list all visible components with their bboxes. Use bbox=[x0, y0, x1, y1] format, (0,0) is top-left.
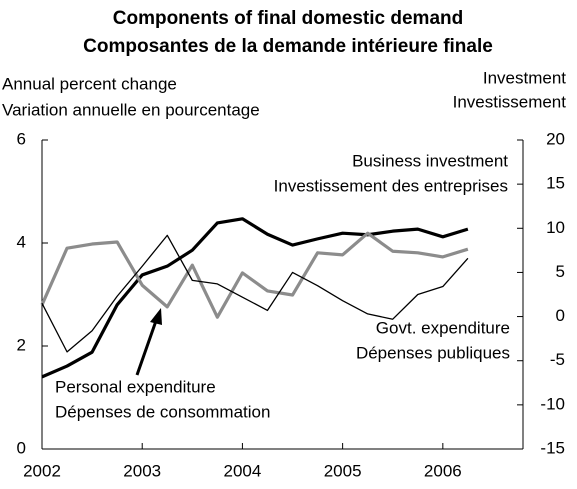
y2-tick-label: 5 bbox=[556, 262, 565, 281]
series-line bbox=[41, 217, 469, 379]
y-axis-label: Variation annuelle en pourcentage bbox=[2, 100, 260, 119]
y-tick-label: 4 bbox=[17, 232, 26, 251]
x-tick-label: 2005 bbox=[324, 461, 362, 480]
y2-tick-label: -10 bbox=[540, 394, 565, 413]
y2-axis-label: Investment bbox=[483, 68, 566, 87]
y2-tick-label: 0 bbox=[556, 306, 565, 325]
y-axis-label: Annual percent change bbox=[2, 74, 177, 93]
series-label: Govt. expenditure bbox=[376, 318, 510, 337]
series-line bbox=[40, 231, 469, 319]
x-tick-label: 2004 bbox=[224, 461, 262, 480]
x-tick-label: 2006 bbox=[424, 461, 462, 480]
y-tick-label: 6 bbox=[17, 129, 26, 148]
y2-axis-label: Investissement bbox=[453, 92, 567, 111]
chart-title: Components of final domestic demand bbox=[113, 8, 463, 29]
series-line bbox=[41, 234, 469, 353]
y-tick-label: 0 bbox=[17, 438, 26, 457]
y2-tick-label: -15 bbox=[540, 438, 565, 457]
series-label: Dépenses publiques bbox=[356, 343, 510, 362]
x-tick-label: 2003 bbox=[123, 461, 161, 480]
series-label: Business investment bbox=[352, 151, 508, 170]
x-tick-label: 2002 bbox=[23, 461, 61, 480]
y2-tick-label: 20 bbox=[546, 129, 565, 148]
y-tick-label: 2 bbox=[17, 335, 26, 354]
annotation-arrowhead bbox=[150, 308, 162, 325]
series-label: Personal expenditure bbox=[55, 377, 216, 396]
y2-tick-label: 10 bbox=[546, 218, 565, 237]
chart-title: Composantes de la demande intérieure fin… bbox=[83, 36, 493, 57]
y2-tick-label: -5 bbox=[550, 350, 565, 369]
series-label: Dépenses de consommation bbox=[55, 402, 270, 421]
annotation-arrow bbox=[135, 317, 159, 376]
y2-tick-label: 15 bbox=[546, 174, 565, 193]
series-label: Investissement des entreprises bbox=[274, 176, 508, 195]
